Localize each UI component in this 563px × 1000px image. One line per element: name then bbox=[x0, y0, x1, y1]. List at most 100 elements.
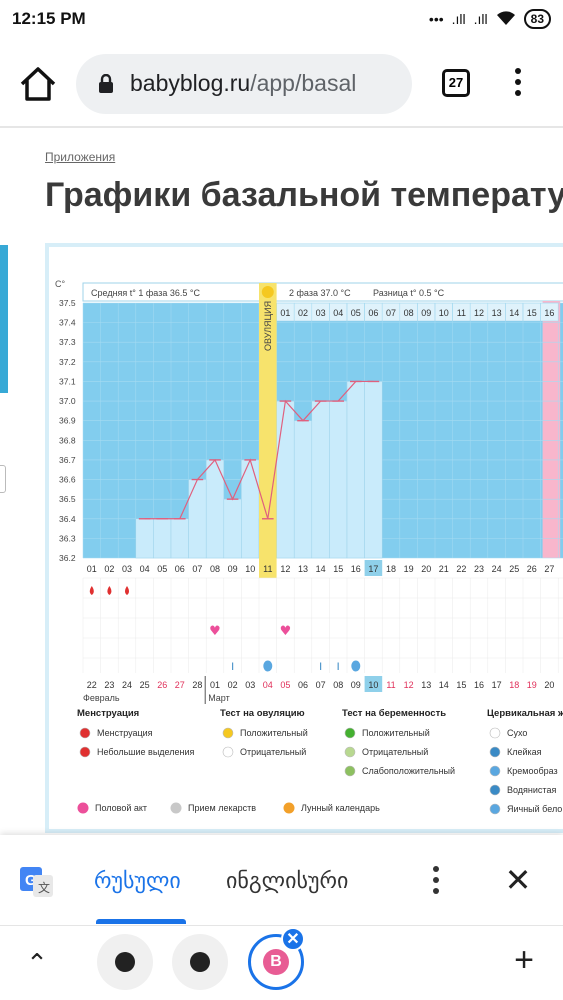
egg-white-icon bbox=[263, 660, 273, 672]
chart-svg: C° Средняя t° 1 фаза 36.5 °С 2 фаза 37.0 °… bbox=[45, 243, 563, 833]
new-tab-icon[interactable]: + bbox=[514, 941, 534, 979]
legend-item-ovulation-test: Положительный bbox=[240, 728, 308, 738]
tab-globe-icon[interactable] bbox=[97, 934, 153, 990]
legend-title-menstruation: Менструация bbox=[77, 708, 139, 719]
calendar-date-label: 08 bbox=[333, 680, 343, 690]
breadcrumb[interactable]: Приложения bbox=[45, 150, 116, 164]
phase2-label: 2 фаза 37.0 °С bbox=[289, 288, 351, 298]
legend-icon-ovulation-test bbox=[222, 727, 234, 739]
phase2-day-label: 13 bbox=[492, 308, 502, 318]
tab-globe-icon-2[interactable] bbox=[172, 934, 228, 990]
cycle-day-label: 11 bbox=[263, 564, 272, 574]
y-tick-label: 37.4 bbox=[59, 318, 76, 328]
legend-icon-cervical bbox=[489, 803, 501, 815]
cycle-day-label: 25 bbox=[509, 564, 519, 574]
cycle-day-label: 27 bbox=[544, 564, 554, 574]
legend-bottom-item: Лунный календарь bbox=[301, 803, 380, 813]
phase2-day-label: 06 bbox=[368, 308, 378, 318]
legend-item-cervical: Водянистая bbox=[507, 785, 556, 795]
address-bar[interactable]: babyblog.ru/app/basal bbox=[76, 54, 412, 114]
y-tick-label: 37.5 bbox=[59, 298, 76, 308]
calendar-date-label: 17 bbox=[492, 680, 502, 690]
legend-item-ovulation-test: Отрицательный bbox=[240, 747, 306, 757]
tab-babyblog[interactable]: B ✕ bbox=[248, 927, 305, 990]
close-icon[interactable]: ✕ bbox=[504, 862, 532, 898]
calendar-date-label: 26 bbox=[157, 680, 167, 690]
legend-icon-pregnancy-test bbox=[344, 746, 356, 758]
month-mar-label: Март bbox=[208, 693, 230, 703]
phase2-day-label: 12 bbox=[474, 308, 484, 318]
signal-icon: .ıll bbox=[451, 11, 466, 27]
legend-bottom-item: Половой акт bbox=[95, 803, 147, 813]
legend-item-cervical: Сухо bbox=[507, 728, 527, 738]
dots-icon: ••• bbox=[428, 11, 444, 27]
pink-column bbox=[542, 301, 561, 558]
y-tick-label: 37.3 bbox=[59, 337, 76, 347]
calendar-date-label: 02 bbox=[228, 680, 238, 690]
status-bar: 12:15 PM ••• .ıll .ıll 83 bbox=[0, 0, 563, 40]
calendar-date-label: 25 bbox=[140, 680, 150, 690]
legend-bottom-icon bbox=[283, 802, 295, 814]
phase2-day-label: 10 bbox=[439, 308, 449, 318]
page-title: Графики базальной температу bbox=[45, 176, 563, 214]
home-icon[interactable] bbox=[18, 66, 58, 102]
phase2-day-label: 04 bbox=[333, 308, 343, 318]
legend-icon-ovulation-test bbox=[222, 746, 234, 758]
more-icon[interactable] bbox=[512, 66, 524, 100]
lang-target-tab[interactable]: ინგლისური bbox=[226, 868, 349, 893]
phase2-day-label: 08 bbox=[404, 308, 414, 318]
ovulation-label: ОВУЛЯЦИЯ bbox=[263, 301, 273, 351]
status-icons: ••• .ıll .ıll 83 bbox=[429, 9, 551, 29]
legend-item-menstruation: Небольшие выделения bbox=[97, 747, 195, 757]
calendar-date-label: 15 bbox=[456, 680, 466, 690]
cycle-day-label: 02 bbox=[104, 564, 114, 574]
y-tick-label: 36.5 bbox=[59, 494, 76, 504]
cycle-day-label: 09 bbox=[228, 564, 238, 574]
lang-source-tab[interactable]: რუსული bbox=[94, 868, 181, 893]
svg-text:文: 文 bbox=[38, 880, 50, 895]
cycle-day-label: 14 bbox=[316, 564, 326, 574]
tabs-icon[interactable]: 27 bbox=[442, 69, 470, 97]
legend-bottom-icon bbox=[77, 802, 89, 814]
sticky-icon: I bbox=[231, 661, 234, 673]
legend-bottom-icon bbox=[170, 802, 182, 814]
y-unit-label: C° bbox=[55, 279, 65, 289]
month-feb-label: Февраль bbox=[83, 693, 120, 703]
cycle-day-label: 22 bbox=[456, 564, 466, 574]
calendar-date-label: 01 bbox=[210, 680, 220, 690]
temperature-bar bbox=[276, 400, 295, 559]
y-tick-label: 37.2 bbox=[59, 357, 76, 367]
legend-item-pregnancy-test: Слабоположительный bbox=[362, 766, 455, 776]
cycle-day-label: 24 bbox=[492, 564, 502, 574]
legend-item-cervical: Яичный бело bbox=[507, 804, 562, 814]
cycle-day-label: 12 bbox=[280, 564, 290, 574]
chevron-up-icon[interactable]: ⌃ bbox=[26, 948, 48, 978]
calendar-date-label: 14 bbox=[439, 680, 449, 690]
legend-title-cervical: Цервикальная ж bbox=[487, 708, 563, 719]
legend-item-cervical: Клейкая bbox=[507, 747, 542, 757]
y-tick-label: 36.4 bbox=[59, 514, 76, 524]
legend-title-ovulation-test: Тест на овуляцию bbox=[220, 708, 305, 719]
calendar-date-label: 04 bbox=[263, 680, 273, 690]
calendar-date-label: 06 bbox=[298, 680, 308, 690]
phase2-day-label: 02 bbox=[298, 308, 308, 318]
egg-white-icon bbox=[351, 660, 361, 672]
legend-bottom-item: Прием лекарств bbox=[188, 803, 256, 813]
drop-icon bbox=[107, 586, 112, 595]
cycle-day-label: 06 bbox=[175, 564, 185, 574]
legend-icon-menstruation bbox=[79, 746, 91, 758]
chart-header bbox=[82, 282, 563, 302]
battery-icon: 83 bbox=[523, 9, 551, 29]
phase2-day-label: 05 bbox=[351, 308, 361, 318]
url-text: babyblog.ru/app/basal bbox=[130, 70, 356, 97]
temperature-bar bbox=[135, 518, 154, 559]
temperature-bar bbox=[223, 498, 242, 559]
cycle-day-label: 26 bbox=[527, 564, 537, 574]
url-domain: babyblog.ru bbox=[130, 70, 251, 96]
temperature-bar bbox=[364, 381, 383, 559]
basal-chart: C° Средняя t° 1 фаза 36.5 °С 2 фаза 37.0 °… bbox=[45, 243, 563, 833]
calendar-date-label: 23 bbox=[104, 680, 114, 690]
translate-more-icon[interactable] bbox=[430, 865, 442, 897]
close-tab-icon[interactable]: ✕ bbox=[281, 927, 305, 951]
y-tick-label: 36.3 bbox=[59, 533, 76, 543]
